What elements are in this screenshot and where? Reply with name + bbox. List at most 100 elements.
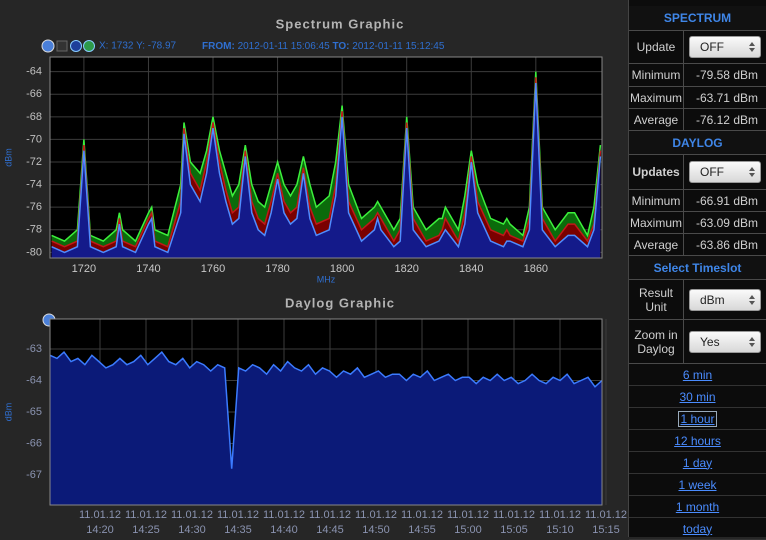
y-tick-label: -74 bbox=[26, 179, 42, 191]
select-value: Yes bbox=[700, 334, 720, 349]
select[interactable]: OFF bbox=[689, 161, 761, 183]
x-tick-date: 11.01.12 bbox=[355, 509, 397, 521]
link-row: 12 hours bbox=[629, 430, 766, 452]
plot-border bbox=[49, 318, 603, 506]
grid-icon[interactable] bbox=[56, 40, 68, 52]
y-axis-label: dBm bbox=[3, 148, 13, 167]
setting-row: Result Unit dBm bbox=[629, 280, 766, 320]
y-tick-label: -68 bbox=[26, 111, 42, 123]
setting-label: Update bbox=[629, 31, 684, 63]
link-row: 1 month bbox=[629, 496, 766, 518]
stat-row: Average -76.12 dBm bbox=[629, 109, 766, 131]
x-tick-time: 14:40 bbox=[270, 524, 298, 536]
link-row: 1 week bbox=[629, 474, 766, 496]
link-row: 1 hour bbox=[629, 408, 766, 430]
stat-label: Maximum bbox=[629, 87, 684, 108]
timeslot-link[interactable]: 1 hour bbox=[678, 410, 717, 427]
y-tick-label: -80 bbox=[26, 246, 42, 258]
timeslot-link[interactable]: 1 week bbox=[678, 477, 717, 492]
setting-row: Updates OFF bbox=[629, 155, 766, 190]
x-tick-date: 11.01.12 bbox=[493, 509, 535, 521]
series-line bbox=[49, 350, 603, 469]
setting-label: Updates bbox=[629, 155, 684, 189]
x-tick-date: 11.01.12 bbox=[79, 509, 121, 521]
stat-row: Maximum -63.09 dBm bbox=[629, 212, 766, 234]
area-fill bbox=[51, 83, 601, 258]
y-tick-label: -65 bbox=[26, 406, 42, 418]
zoom-icon[interactable] bbox=[70, 40, 82, 52]
series-line bbox=[51, 71, 602, 243]
timeslot-link[interactable]: today bbox=[682, 521, 713, 536]
time-range: FROM: 2012-01-11 15:06:45 TO: 2012-01-11… bbox=[202, 41, 445, 52]
select-value: OFF bbox=[700, 165, 724, 179]
x-tick-label: 1800 bbox=[330, 263, 354, 275]
x-tick-date: 11.01.12 bbox=[447, 509, 489, 521]
y-tick-label: -64 bbox=[26, 374, 42, 386]
x-tick-date: 11.01.12 bbox=[217, 509, 259, 521]
setting-row: Zoom in Daylog Yes bbox=[629, 320, 766, 364]
x-tick-label: 1820 bbox=[394, 263, 418, 275]
stat-row: Minimum -79.58 dBm bbox=[629, 64, 766, 87]
y-tick-label: -64 bbox=[26, 66, 42, 78]
section-header: SPECTRUM bbox=[629, 6, 766, 31]
series-line bbox=[51, 82, 602, 254]
timeslot-link[interactable]: 1 day bbox=[682, 455, 713, 470]
stat-value: -76.12 dBm bbox=[695, 112, 758, 127]
x-tick-date: 11.01.12 bbox=[263, 509, 305, 521]
x-tick-date: 11.01.12 bbox=[585, 509, 627, 521]
stat-value: -63.71 dBm bbox=[695, 90, 758, 105]
stat-value: -66.91 dBm bbox=[695, 193, 758, 208]
select[interactable]: dBm bbox=[689, 288, 761, 311]
x-tick-label: 1840 bbox=[459, 263, 483, 275]
x-tick-date: 11.01.12 bbox=[539, 509, 581, 521]
setting-row: Update OFF bbox=[629, 31, 766, 64]
y-tick-label: -63 bbox=[26, 343, 42, 355]
timeslot-link[interactable]: 1 month bbox=[675, 499, 720, 514]
x-tick-label: 1780 bbox=[265, 263, 289, 275]
chart-title: Daylog Graphic bbox=[285, 295, 395, 310]
timeslot-link[interactable]: 30 min bbox=[679, 389, 716, 404]
chart-title: Spectrum Graphic bbox=[276, 16, 405, 31]
select[interactable]: OFF bbox=[689, 36, 761, 58]
stat-row: Average -63.86 dBm bbox=[629, 234, 766, 256]
x-tick-date: 11.01.12 bbox=[125, 509, 167, 521]
setting-label: Zoom in Daylog bbox=[629, 320, 684, 363]
select-value: dBm bbox=[700, 292, 725, 307]
x-tick-label: 1740 bbox=[136, 263, 160, 275]
stat-row: Minimum -66.91 dBm bbox=[629, 190, 766, 212]
x-tick-time: 14:50 bbox=[362, 524, 390, 536]
sidebar: SPECTRUM Update OFF Minimum -79.58 dBm Ma… bbox=[628, 0, 766, 540]
y-tick-label: -70 bbox=[26, 133, 42, 145]
timeslot-link[interactable]: 12 hours bbox=[674, 433, 721, 448]
x-tick-date: 11.01.12 bbox=[309, 509, 351, 521]
x-tick-label: 1860 bbox=[524, 263, 548, 275]
stat-row: Maximum -63.71 dBm bbox=[629, 87, 766, 109]
x-tick-label: 1720 bbox=[72, 263, 96, 275]
y-tick-label: -66 bbox=[26, 437, 42, 449]
x-tick-date: 11.01.12 bbox=[401, 509, 443, 521]
select-value: OFF bbox=[700, 40, 724, 54]
stat-label: Minimum bbox=[629, 64, 684, 86]
x-tick-time: 14:55 bbox=[408, 524, 436, 536]
spectrum-toolbar: X: 1732 Y: -78.97 FROM: 2012-01-11 15:06… bbox=[41, 39, 445, 53]
stat-label: Average bbox=[629, 109, 684, 130]
area-fill bbox=[50, 352, 602, 505]
stat-label: Maximum bbox=[629, 212, 684, 233]
y-tick-label: -76 bbox=[26, 201, 42, 213]
x-tick-time: 14:25 bbox=[132, 524, 160, 536]
select[interactable]: Yes bbox=[689, 330, 761, 353]
timeslot-link[interactable]: 6 min bbox=[682, 367, 713, 382]
y-tick-label: -78 bbox=[26, 224, 42, 236]
x-tick-time: 15:00 bbox=[454, 524, 482, 536]
reset-icon[interactable] bbox=[83, 40, 95, 52]
to-time: 2012-01-11 15:12:45 bbox=[352, 41, 445, 52]
y-tick-label: -72 bbox=[26, 156, 42, 168]
from-label: FROM: bbox=[202, 41, 235, 52]
section-header: Select Timeslot bbox=[629, 256, 766, 280]
x-tick-time: 15:10 bbox=[546, 524, 574, 536]
section-header: DAYLOG bbox=[629, 131, 766, 155]
to-label: TO: bbox=[332, 41, 349, 52]
help-icon[interactable] bbox=[41, 39, 55, 53]
y-tick-label: -67 bbox=[26, 469, 42, 481]
x-tick-time: 14:20 bbox=[86, 524, 114, 536]
